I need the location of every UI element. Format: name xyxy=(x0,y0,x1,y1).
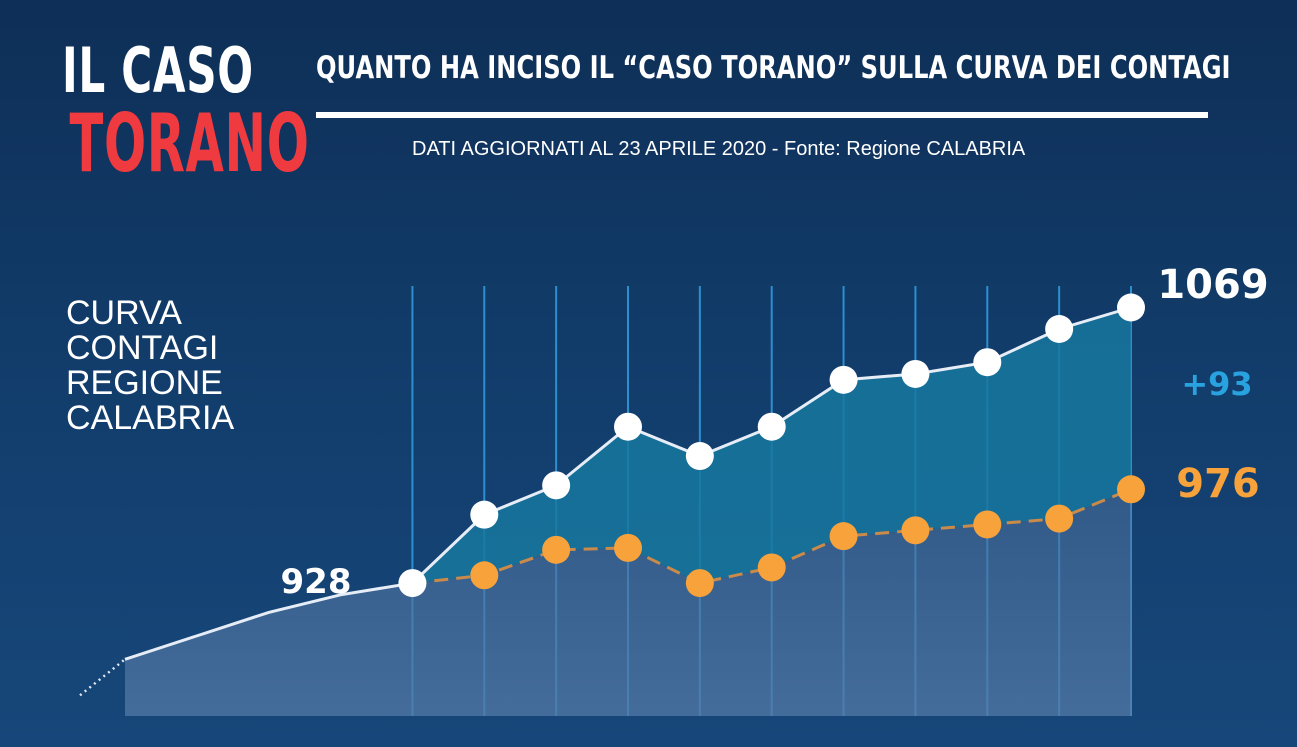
baseline-line xyxy=(412,487,1132,585)
total-point xyxy=(1045,315,1074,343)
source-line: DATI AGGIORNATI AL 23 APRILE 2020 - Font… xyxy=(412,138,1026,160)
baseline-point xyxy=(1045,504,1074,533)
baseline-point xyxy=(685,569,714,598)
headline-rule xyxy=(316,112,1208,118)
difference-label: +93 xyxy=(1181,365,1252,403)
total-point xyxy=(470,500,499,529)
baseline-point xyxy=(757,553,786,582)
brand-line-1: IL CASO xyxy=(62,34,254,107)
total-point xyxy=(973,348,1002,377)
baseline-point xyxy=(470,561,499,590)
total-point xyxy=(542,471,571,500)
baseline-point xyxy=(614,533,642,562)
total-point xyxy=(685,442,714,471)
end-total-label: 1069 xyxy=(1157,262,1268,308)
baseline-points xyxy=(470,475,1145,598)
total-line-dotted-start xyxy=(79,658,126,697)
side-label-line: CONTAGI xyxy=(66,329,219,367)
baseline-point xyxy=(973,510,1002,539)
baseline-point xyxy=(1117,475,1145,504)
total-points xyxy=(398,293,1145,598)
start-value-label: 928 xyxy=(281,562,352,602)
brand-logo: IL CASO TORANO xyxy=(22,34,309,184)
side-label-line: CALABRIA xyxy=(66,399,235,437)
baseline-point xyxy=(829,522,858,551)
difference-area xyxy=(412,307,1131,584)
total-point xyxy=(757,412,786,441)
total-point xyxy=(901,359,930,388)
total-point xyxy=(1117,293,1145,322)
baseline-area xyxy=(125,489,1131,716)
side-label-line: REGIONE xyxy=(66,364,223,402)
chart-side-label: CURVA CONTAGI REGIONE CALABRIA xyxy=(66,296,326,436)
end-baseline-label: 976 xyxy=(1176,461,1260,507)
side-label-line: CURVA xyxy=(66,294,182,332)
baseline-point xyxy=(901,516,930,545)
total-point xyxy=(614,412,642,441)
baseline-point xyxy=(542,535,571,564)
total-point xyxy=(398,569,427,598)
total-point xyxy=(829,365,858,394)
